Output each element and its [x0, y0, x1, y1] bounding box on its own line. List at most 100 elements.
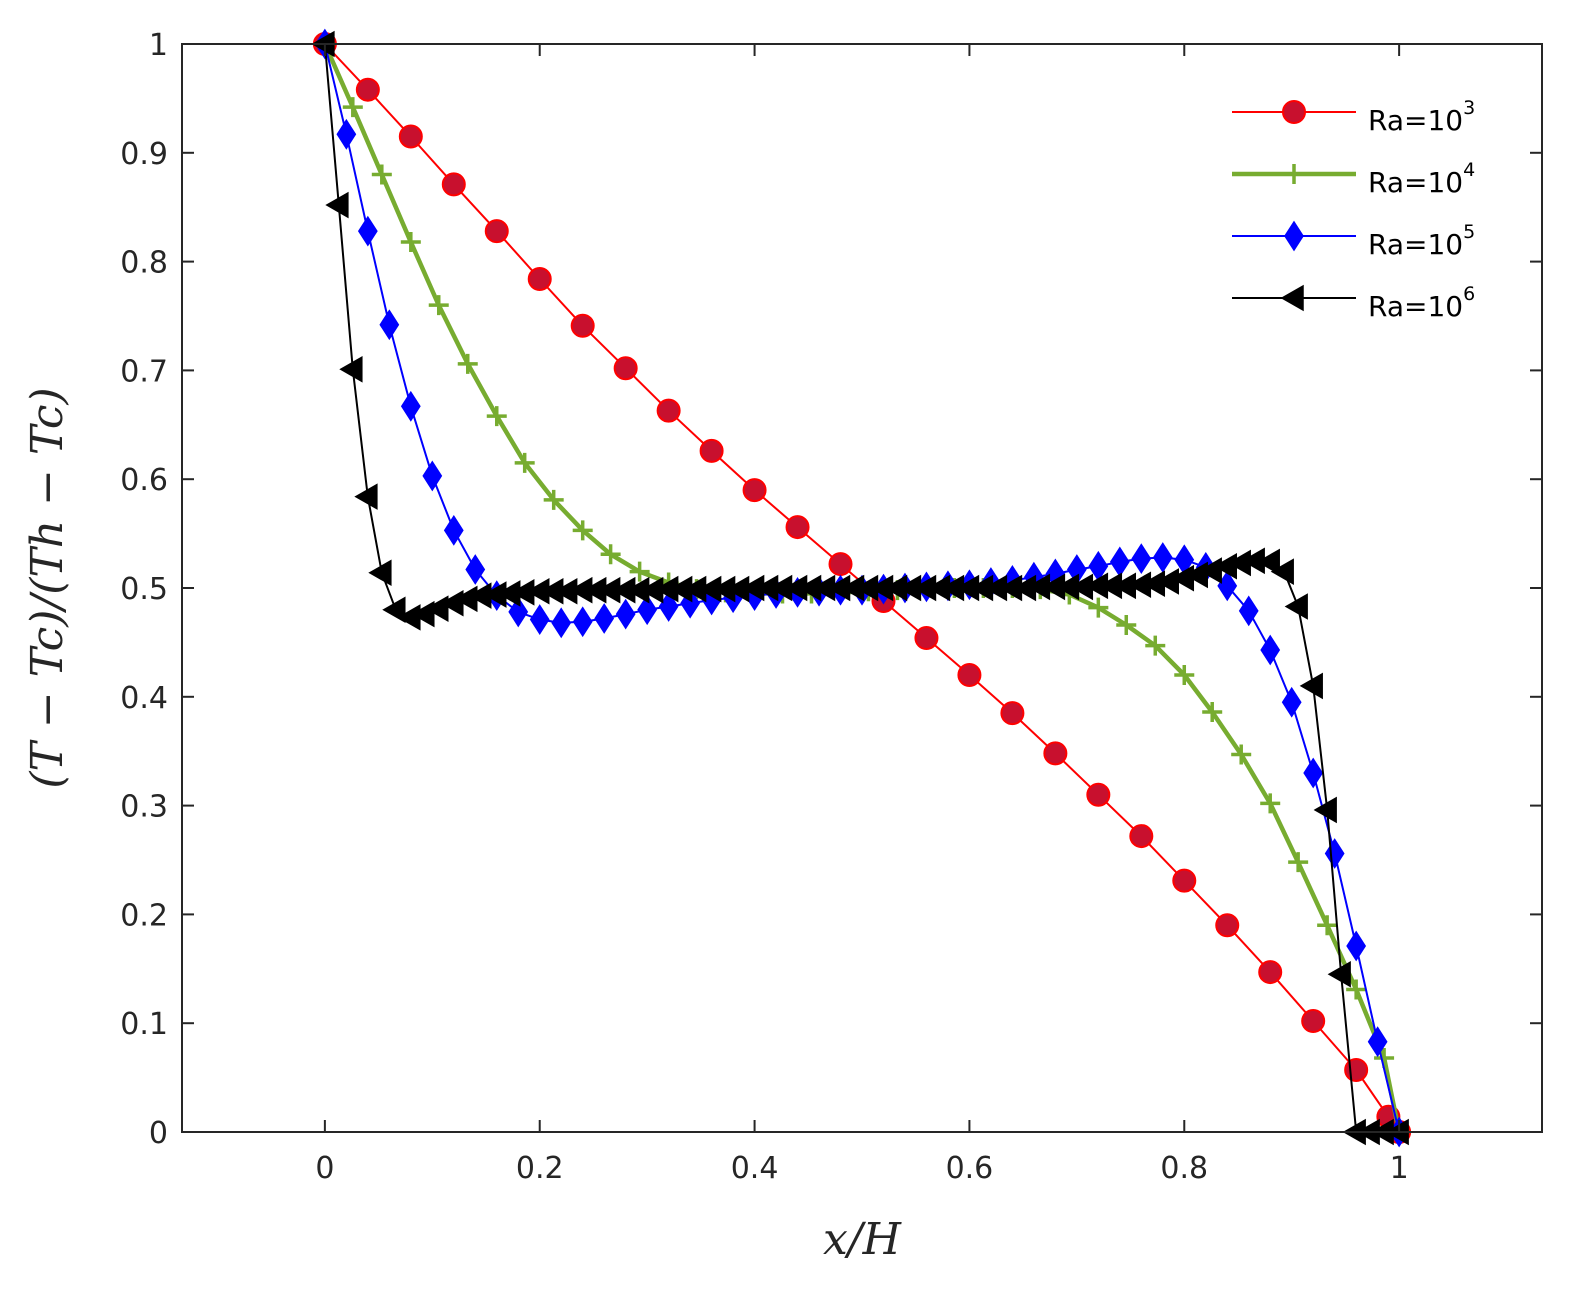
- data-point-series-1: [1346, 979, 1367, 1000]
- data-point-series-3: [325, 191, 349, 219]
- data-point-series-2: [400, 390, 421, 422]
- legend-label-0: Ra=103: [1368, 97, 1475, 137]
- data-point-series-0: [1301, 1009, 1326, 1034]
- data-point-series-3: [1313, 796, 1337, 824]
- legend-label-2: Ra=105: [1368, 221, 1475, 261]
- data-point-series-3: [1270, 558, 1294, 585]
- data-point-series-1: [457, 353, 478, 374]
- data-point-series-2: [1303, 757, 1324, 789]
- x-tick-label: 1: [1390, 1151, 1409, 1186]
- legend-label-exponent: 3: [1463, 97, 1475, 119]
- data-point-series-0: [613, 356, 638, 381]
- legend-label-exponent: 5: [1463, 221, 1475, 243]
- data-point-series-0: [441, 172, 466, 197]
- data-point-series-0: [1000, 701, 1025, 726]
- data-point-series-2: [572, 606, 593, 638]
- data-point-series-1: [342, 97, 363, 118]
- data-point-series-2: [443, 514, 464, 546]
- y-tick-label: 0.7: [120, 354, 168, 389]
- data-point-series-1: [543, 489, 564, 510]
- data-point-series-1: [1317, 915, 1338, 936]
- data-point-series-3: [339, 356, 363, 383]
- data-point-series-0: [656, 398, 681, 423]
- data-point-series-0: [1344, 1057, 1369, 1082]
- data-point-series-1: [600, 544, 621, 565]
- data-point-series-0: [1215, 913, 1240, 938]
- data-point-series-2: [1281, 686, 1302, 718]
- legend-marker-2: [1284, 220, 1304, 252]
- y-tick-label: 1: [149, 28, 168, 63]
- y-tick-label: 0: [149, 1116, 168, 1151]
- data-point-series-0: [914, 626, 939, 651]
- data-point-series-1: [572, 520, 593, 541]
- data-point-series-1: [1174, 665, 1195, 686]
- ticks-layer: 0 0.2 0.4 0.6 0.8 1 0 0.1 0.2 0.3 0.4 0.5 0.6 0.7 0.8 0…: [120, 28, 1542, 1186]
- legend-label-exponent: 6: [1463, 283, 1475, 305]
- data-point-series-3: [1198, 557, 1222, 584]
- data-point-series-2: [1367, 1026, 1388, 1058]
- data-point-series-0: [1043, 741, 1068, 766]
- y-tick-label: 0.8: [120, 246, 168, 281]
- data-point-series-0: [484, 219, 509, 244]
- data-point-series-0: [1258, 960, 1283, 985]
- data-point-series-0: [742, 478, 767, 503]
- data-point-series-2: [680, 587, 701, 619]
- data-point-series-1: [1231, 744, 1252, 765]
- data-point-series-1: [1260, 793, 1281, 814]
- data-point-series-1: [1088, 597, 1109, 618]
- data-point-series-1: [1145, 635, 1166, 656]
- data-point-series-2: [1152, 542, 1173, 573]
- x-tick-label: 0.6: [946, 1151, 994, 1186]
- legend-marker-1: [1284, 164, 1304, 184]
- data-point-series-2: [379, 309, 400, 341]
- legend-label-base: Ra=10: [1368, 166, 1463, 199]
- data-point-series-3: [1327, 960, 1351, 988]
- data-point-series-2: [1346, 930, 1367, 962]
- data-point-series-3: [1256, 548, 1280, 576]
- data-point-series-0: [527, 267, 552, 292]
- x-tick-label: 0.4: [731, 1151, 779, 1186]
- data-point-series-0: [398, 124, 423, 149]
- y-axis-label: (T − Tc)/(Th − Tc): [22, 387, 73, 788]
- legend-marker-3: [1280, 284, 1304, 312]
- legend-label-3: Ra=106: [1368, 283, 1475, 323]
- data-point-series-1: [371, 164, 392, 185]
- data-point-series-3: [1284, 593, 1308, 620]
- data-point-series-0: [355, 77, 380, 102]
- data-point-series-2: [529, 604, 550, 635]
- data-point-series-2: [422, 460, 443, 492]
- data-point-series-0: [1086, 782, 1111, 807]
- y-tick-label: 0.6: [120, 463, 168, 498]
- data-point-series-2: [465, 554, 486, 585]
- data-point-series-1: [486, 406, 507, 427]
- data-point-series-1: [428, 295, 449, 316]
- data-point-series-1: [400, 232, 421, 253]
- data-point-series-2: [594, 603, 615, 634]
- y-tick-label: 0.3: [120, 790, 168, 825]
- legend-marker-0: [1282, 100, 1306, 124]
- legend-label-base: Ra=10: [1368, 228, 1463, 261]
- data-point-series-2: [1260, 634, 1281, 666]
- data-point-series-2: [508, 596, 529, 628]
- y-tick-label: 0.9: [120, 137, 168, 172]
- data-point-series-2: [551, 607, 572, 639]
- data-point-series-0: [1129, 824, 1154, 849]
- data-point-series-1: [1116, 614, 1137, 635]
- y-tick-label: 0.5: [120, 572, 168, 607]
- x-axis-label: x/H: [823, 1214, 903, 1265]
- data-point-series-3: [382, 596, 406, 624]
- data-point-series-0: [1172, 868, 1197, 893]
- data-point-series-3: [368, 559, 392, 587]
- legend-label-base: Ra=10: [1368, 104, 1463, 137]
- x-tick-label: 0: [315, 1151, 334, 1186]
- legend-label-1: Ra=104: [1368, 159, 1475, 199]
- data-point-series-0: [699, 438, 724, 463]
- data-point-series-1: [1288, 852, 1309, 873]
- data-point-series-0: [785, 515, 810, 540]
- data-point-series-3: [1299, 672, 1323, 700]
- y-tick-label: 0.1: [120, 1007, 168, 1042]
- x-tick-label: 0.2: [516, 1151, 564, 1186]
- legend-box: [1232, 82, 1514, 324]
